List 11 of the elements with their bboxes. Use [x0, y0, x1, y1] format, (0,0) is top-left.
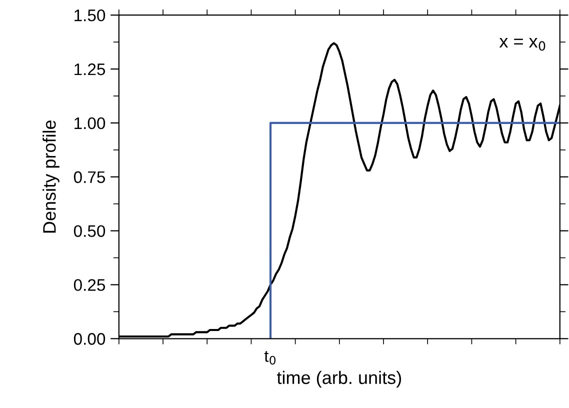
y-tick-label: 1.00 [74, 117, 106, 130]
y-tick-label: 1.50 [74, 9, 106, 22]
y-axis-title: Density profile [42, 120, 60, 233]
annotation: x = x$_{0}$ [499, 38, 546, 51]
y-tick-label: 0.00 [74, 333, 106, 345]
y-tick-label: 0.25 [74, 279, 106, 291]
x-axis-title: time (arb. units) [276, 370, 401, 388]
y-tick-label: 0.50 [74, 225, 106, 237]
x-tick-label: t$_{0}$ [264, 350, 276, 365]
y-tick-label: 0.75 [74, 171, 106, 184]
y-tick-label: 1.25 [74, 63, 106, 76]
